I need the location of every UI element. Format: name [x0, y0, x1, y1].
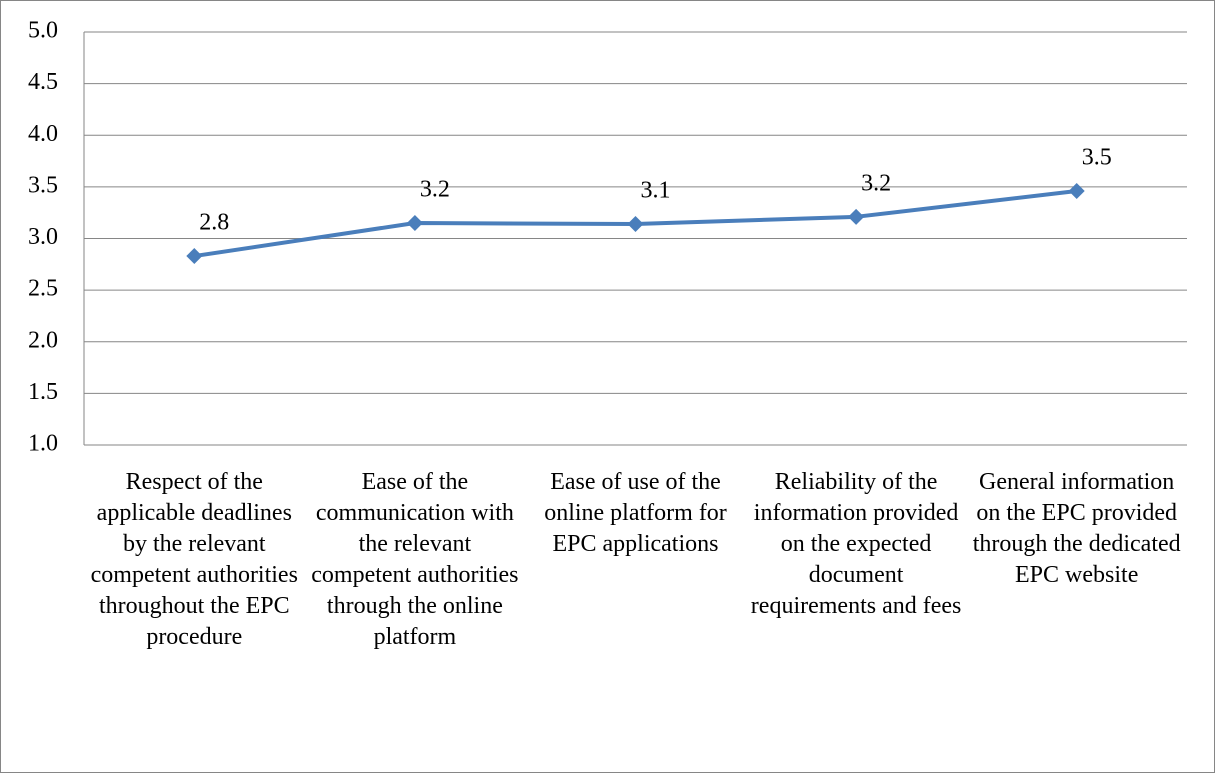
- point-marker: [406, 215, 423, 232]
- y-tick-label: 2.5: [28, 276, 58, 302]
- y-tick-label: 4.0: [28, 121, 58, 147]
- point-marker: [848, 208, 865, 225]
- point-marker: [1068, 183, 1085, 200]
- x-tick-label: Reliability of the information provided …: [750, 469, 962, 619]
- value-label: 3.1: [641, 178, 671, 204]
- y-tick-label: 5.0: [28, 18, 58, 44]
- y-tick-label: 1.0: [28, 431, 58, 457]
- y-tick-label: 3.0: [28, 224, 58, 250]
- y-tick-label: 2.0: [28, 327, 58, 353]
- point-marker: [186, 248, 203, 265]
- value-label: 3.5: [1082, 145, 1112, 171]
- point-marker: [627, 216, 644, 233]
- x-tick-label: Ease of the communication with the relev…: [311, 469, 519, 650]
- x-tick-label: Ease of use of the online platform for E…: [544, 469, 727, 557]
- value-label: 3.2: [420, 177, 450, 203]
- y-tick-label: 1.5: [28, 379, 58, 405]
- x-tick-label: Respect of the applicable deadlines by t…: [90, 469, 298, 650]
- value-label: 2.8: [199, 210, 229, 236]
- x-tick-label: General information on the EPC provided …: [972, 469, 1181, 588]
- value-label: 3.2: [861, 170, 891, 196]
- y-tick-label: 3.5: [28, 172, 58, 198]
- y-tick-label: 4.5: [28, 69, 58, 95]
